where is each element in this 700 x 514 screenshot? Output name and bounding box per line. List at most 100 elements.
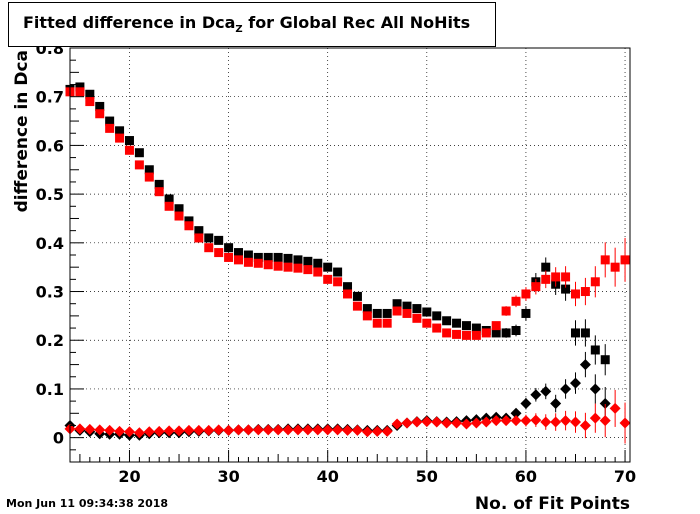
data-point — [232, 424, 244, 436]
y-tick-label: 0.7 — [36, 88, 64, 107]
x-tick-label: 50 — [416, 467, 438, 486]
data-point — [302, 424, 314, 436]
data-point — [194, 226, 204, 236]
data-point — [402, 301, 412, 311]
data-point — [481, 328, 491, 338]
data-point — [173, 425, 185, 437]
data-point — [223, 424, 235, 436]
data-point — [600, 255, 610, 265]
data-point — [204, 243, 214, 253]
data-point — [561, 272, 571, 282]
data-point — [531, 282, 541, 292]
data-point — [144, 165, 154, 175]
data-point — [432, 311, 442, 321]
data-point — [570, 289, 580, 299]
data-point — [332, 424, 344, 436]
data-point — [283, 262, 293, 272]
data-point — [114, 425, 126, 437]
data-point — [183, 424, 195, 436]
data-point — [193, 424, 205, 436]
data-point — [105, 123, 115, 133]
data-point — [521, 308, 531, 318]
data-point — [224, 252, 234, 262]
data-point — [452, 329, 462, 339]
data-point — [233, 255, 243, 265]
data-point — [313, 267, 323, 277]
y-tick-label: 0.3 — [36, 283, 64, 302]
data-point — [293, 255, 303, 265]
data-point — [333, 267, 343, 277]
data-point — [392, 306, 402, 316]
chart-title-main: Fitted difference in Dca — [23, 13, 236, 32]
data-point — [590, 277, 600, 287]
data-point — [511, 325, 521, 335]
data-point — [84, 423, 96, 435]
x-tick-label: 30 — [217, 467, 239, 486]
data-point — [520, 415, 532, 427]
data-point — [620, 255, 630, 265]
data-point — [452, 318, 462, 328]
data-point — [560, 415, 572, 427]
data-point — [569, 377, 581, 389]
data-point — [401, 417, 413, 429]
data-point — [263, 252, 273, 262]
data-point — [412, 313, 422, 323]
y-tick-label: 0 — [53, 429, 64, 448]
data-point — [243, 257, 253, 267]
y-axis-label: difference in Dca — [12, 50, 32, 212]
data-point — [579, 419, 591, 431]
data-point — [541, 262, 551, 272]
chart-title-box: Fitted difference in DcaZ for Global Rec… — [8, 2, 496, 47]
data-point — [243, 250, 253, 260]
data-point — [352, 291, 362, 301]
data-point — [214, 235, 224, 245]
data-point — [233, 248, 243, 258]
data-point — [599, 398, 611, 410]
data-point — [460, 418, 472, 430]
data-point — [263, 260, 273, 270]
data-point — [85, 89, 95, 99]
data-point — [273, 261, 283, 271]
data-point — [224, 243, 234, 253]
data-point — [74, 423, 86, 435]
data-point — [391, 418, 403, 430]
data-point — [402, 308, 412, 318]
data-point — [362, 304, 372, 314]
data-point — [501, 328, 511, 338]
data-point — [164, 194, 174, 204]
data-point — [540, 416, 552, 428]
data-point — [203, 424, 215, 436]
data-point — [599, 415, 611, 427]
data-point — [541, 274, 551, 284]
data-point — [75, 82, 85, 92]
data-point — [323, 274, 333, 284]
data-point — [204, 233, 214, 243]
data-point — [124, 145, 134, 155]
data-point — [143, 426, 155, 438]
data-point — [174, 211, 184, 221]
data-point — [480, 416, 492, 428]
data-point — [451, 417, 463, 429]
data-point — [252, 424, 264, 436]
data-point — [105, 116, 115, 126]
data-point — [292, 424, 304, 436]
data-point — [520, 398, 532, 410]
data-point — [75, 87, 85, 97]
data-point — [432, 323, 442, 333]
data-point — [282, 424, 294, 436]
y-tick-label: 0.6 — [36, 136, 64, 155]
data-point — [262, 424, 274, 436]
data-point — [372, 318, 382, 328]
data-point — [540, 385, 552, 397]
data-point — [174, 204, 184, 214]
data-point — [470, 417, 482, 429]
x-axis-label: No. of Fit Points — [475, 494, 630, 514]
data-point — [580, 328, 590, 338]
data-point — [471, 330, 481, 340]
data-point — [133, 427, 145, 439]
x-tick-label: 70 — [614, 467, 636, 486]
data-point — [569, 416, 581, 428]
data-point — [154, 187, 164, 197]
data-point — [283, 253, 293, 263]
